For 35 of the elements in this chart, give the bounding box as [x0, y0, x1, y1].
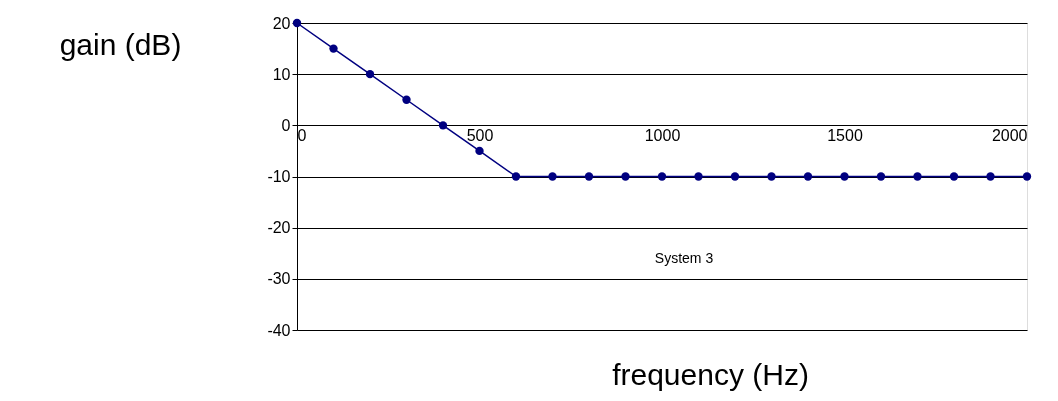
y-tick-label: 20	[272, 14, 291, 32]
point	[949, 172, 959, 181]
point	[402, 95, 411, 104]
point	[292, 18, 302, 28]
point	[438, 121, 448, 130]
point	[1022, 172, 1032, 181]
point	[365, 69, 375, 79]
y-tick-label: -20	[267, 219, 291, 237]
point	[584, 172, 594, 181]
point	[329, 44, 338, 53]
y-axis-title: gain (dB)	[59, 27, 182, 61]
y-tick-label: -30	[267, 270, 291, 288]
point	[548, 172, 557, 181]
x-tick-label: 1000	[644, 126, 681, 144]
x-tick-label: 2000	[991, 126, 1028, 144]
point	[767, 172, 776, 181]
point	[876, 172, 886, 181]
x-tick-label: 1500	[827, 126, 863, 144]
y-tick-label: 10	[272, 65, 291, 83]
point	[986, 172, 995, 181]
annotation: System 3	[654, 250, 714, 267]
point	[913, 172, 922, 181]
y-tick-label: -10	[267, 168, 291, 185]
point	[475, 146, 484, 156]
x-tick-label: 500	[466, 126, 494, 144]
y-tick-label: -40	[267, 321, 291, 339]
point	[511, 172, 521, 181]
point	[657, 172, 667, 181]
x-axis-title: frequency (Hz)	[612, 357, 809, 391]
point	[803, 172, 813, 181]
point	[730, 172, 740, 181]
x-tick-label: 0	[297, 126, 307, 144]
point	[840, 172, 849, 181]
point	[621, 172, 630, 181]
point	[694, 172, 703, 181]
